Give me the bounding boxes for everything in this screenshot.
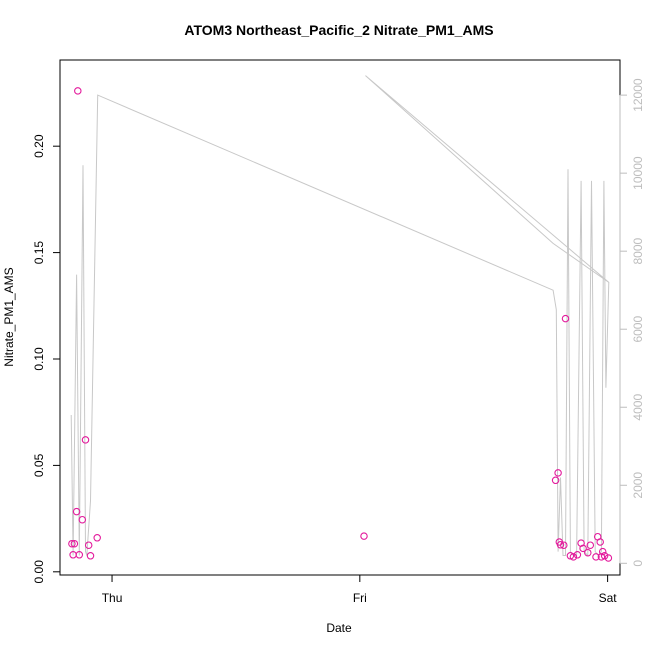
right-y-tick-label: 2000 — [631, 472, 645, 499]
right-y-tick-label: 6000 — [631, 316, 645, 343]
y-tick-label: 0.00 — [32, 560, 46, 584]
y-tick-label: 0.05 — [32, 453, 46, 477]
data-point — [78, 515, 87, 524]
secondary-line — [70, 75, 610, 557]
data-point — [70, 539, 79, 548]
data-point — [74, 87, 82, 95]
secondary-line-series — [70, 75, 610, 557]
data-point — [596, 538, 604, 546]
right-y-tick-label: 8000 — [631, 238, 645, 265]
right-y-tick-label: 0 — [631, 560, 645, 567]
right-y-axis: 0 2000 4000 6000 8000 10000 12000 — [619, 78, 645, 567]
data-point — [93, 534, 101, 542]
right-y-tick-label: 10000 — [631, 156, 645, 190]
data-point — [556, 541, 565, 549]
data-point — [569, 553, 578, 561]
data-point — [551, 476, 560, 485]
y-tick-label: 0.20 — [32, 134, 46, 158]
x-tick-label: Sat — [599, 591, 618, 605]
chart-title: ATOM3 Northeast_Pacific_2 Nitrate_PM1_AM… — [184, 22, 493, 38]
data-point — [360, 532, 368, 540]
data-point — [81, 436, 90, 444]
right-y-tick-label: 12000 — [631, 78, 645, 112]
data-point — [560, 541, 568, 549]
y-axis-label: Nitrate_PM1_AMS — [2, 267, 16, 366]
x-axis-label: Date — [326, 621, 352, 635]
data-point — [579, 544, 587, 553]
data-point — [68, 539, 76, 548]
data-point — [592, 553, 600, 561]
data-point — [573, 551, 582, 559]
data-point — [86, 552, 95, 560]
data-point — [84, 541, 93, 549]
plot-frame — [59, 59, 621, 576]
data-point — [600, 552, 609, 560]
x-tick-label: Fri — [353, 591, 367, 605]
data-point — [598, 547, 607, 556]
x-axis: Thu Fri Sat — [102, 574, 618, 605]
points-series — [68, 87, 613, 562]
data-point — [586, 541, 595, 549]
data-point — [604, 554, 613, 562]
data-point — [554, 469, 562, 477]
data-point — [75, 551, 84, 559]
right-y-tick-label: 4000 — [631, 394, 645, 421]
x-tick-label: Thu — [102, 591, 123, 605]
y-tick-label: 0.10 — [32, 347, 46, 371]
data-point — [597, 553, 606, 561]
data-point — [584, 548, 592, 557]
y-tick-label: 0.15 — [32, 241, 46, 265]
data-point — [561, 314, 570, 323]
data-point — [72, 507, 81, 516]
y-axis: 0.00 0.05 0.10 0.15 0.20 — [32, 134, 61, 584]
